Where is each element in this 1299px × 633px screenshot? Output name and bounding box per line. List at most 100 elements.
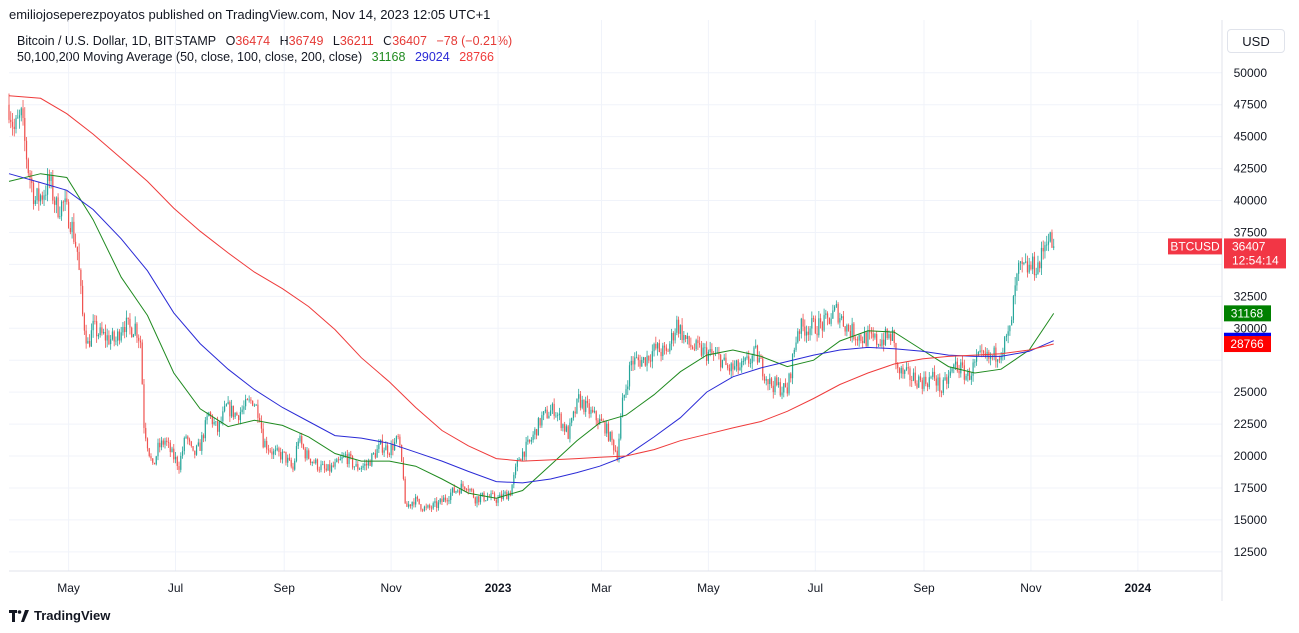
candle-body xyxy=(634,357,636,365)
candle-body xyxy=(250,399,252,401)
candle xyxy=(448,495,450,505)
candle xyxy=(436,497,438,512)
candle xyxy=(828,317,830,325)
candle-body xyxy=(514,466,517,475)
candle xyxy=(793,347,795,358)
candle xyxy=(332,461,334,468)
candle-body xyxy=(856,339,858,341)
candle xyxy=(993,345,995,361)
candle xyxy=(579,391,582,411)
candle xyxy=(881,333,883,348)
legend-open-label: O xyxy=(225,34,236,48)
candle xyxy=(117,328,119,347)
candle xyxy=(1021,257,1023,273)
candle xyxy=(136,322,138,343)
candle-body xyxy=(867,331,869,346)
candle xyxy=(674,328,676,344)
candle-body xyxy=(853,323,855,340)
candle xyxy=(800,317,802,339)
candle xyxy=(609,431,611,443)
candle-body xyxy=(290,459,292,467)
candle-body xyxy=(194,450,196,455)
candle-body xyxy=(678,319,680,334)
candle-body xyxy=(797,331,799,343)
candle xyxy=(404,476,406,504)
candle-body xyxy=(322,464,324,466)
candle-body xyxy=(786,387,788,394)
candle-body xyxy=(302,444,305,449)
candle-body xyxy=(581,399,583,408)
y-tick-label: 30000 xyxy=(1234,321,1268,335)
candle-body xyxy=(548,415,550,419)
candle xyxy=(146,437,149,452)
candle-body xyxy=(309,458,312,463)
candle-body xyxy=(574,411,576,414)
candle xyxy=(301,432,303,448)
candle-body xyxy=(536,429,538,436)
candle xyxy=(611,430,613,446)
candle xyxy=(1040,241,1043,275)
candle xyxy=(614,445,617,453)
candle-body xyxy=(772,385,774,393)
currency-button[interactable]: USD xyxy=(1227,29,1285,53)
candle-body xyxy=(280,452,282,460)
candle-body xyxy=(266,440,268,450)
candle-body xyxy=(567,426,569,439)
candle xyxy=(804,319,806,342)
candle xyxy=(474,496,476,507)
candle-body xyxy=(669,343,671,352)
candle-body xyxy=(134,323,136,335)
candle-body xyxy=(812,318,815,319)
candle-body xyxy=(805,331,808,336)
candle xyxy=(399,434,401,448)
candle xyxy=(423,505,426,512)
candle xyxy=(904,369,906,379)
candle-body xyxy=(323,464,326,469)
candle xyxy=(178,461,180,474)
candle-body xyxy=(893,330,895,343)
candle-body xyxy=(64,198,66,203)
candle xyxy=(18,109,21,129)
candle xyxy=(1053,238,1055,251)
candle-body xyxy=(1000,356,1002,360)
candle xyxy=(513,472,515,489)
candle xyxy=(318,466,320,473)
candle xyxy=(779,378,781,397)
candle xyxy=(1011,316,1013,326)
candle-body xyxy=(1040,247,1043,269)
candle xyxy=(720,353,722,372)
candle xyxy=(898,367,901,380)
candle-body xyxy=(174,456,177,460)
candle-body xyxy=(108,335,110,345)
candle-body xyxy=(609,431,611,441)
candle xyxy=(1009,325,1011,336)
candle xyxy=(24,107,26,152)
candle xyxy=(124,321,126,339)
candle-body xyxy=(67,201,70,228)
candle-body xyxy=(990,355,992,359)
candle-body xyxy=(683,335,685,341)
candle-body xyxy=(171,448,173,453)
candle-body xyxy=(195,445,198,455)
candle xyxy=(8,93,10,124)
candle-body xyxy=(709,349,711,352)
candle xyxy=(867,325,869,347)
candle-body xyxy=(995,347,997,362)
candle-body xyxy=(427,505,429,508)
candle-body xyxy=(429,505,431,508)
candle xyxy=(781,386,783,400)
candle xyxy=(572,410,575,421)
candle xyxy=(1032,253,1034,275)
candle xyxy=(567,424,569,440)
x-tick-label: Sep xyxy=(274,581,296,595)
candle-body xyxy=(1016,273,1018,286)
candle-body xyxy=(655,343,657,349)
candle-body xyxy=(676,319,678,333)
candle xyxy=(164,437,166,449)
candle xyxy=(1016,272,1018,291)
candle-body xyxy=(295,446,298,461)
candle-body xyxy=(546,409,548,419)
candle-body xyxy=(139,340,142,343)
candle-body xyxy=(39,195,42,202)
